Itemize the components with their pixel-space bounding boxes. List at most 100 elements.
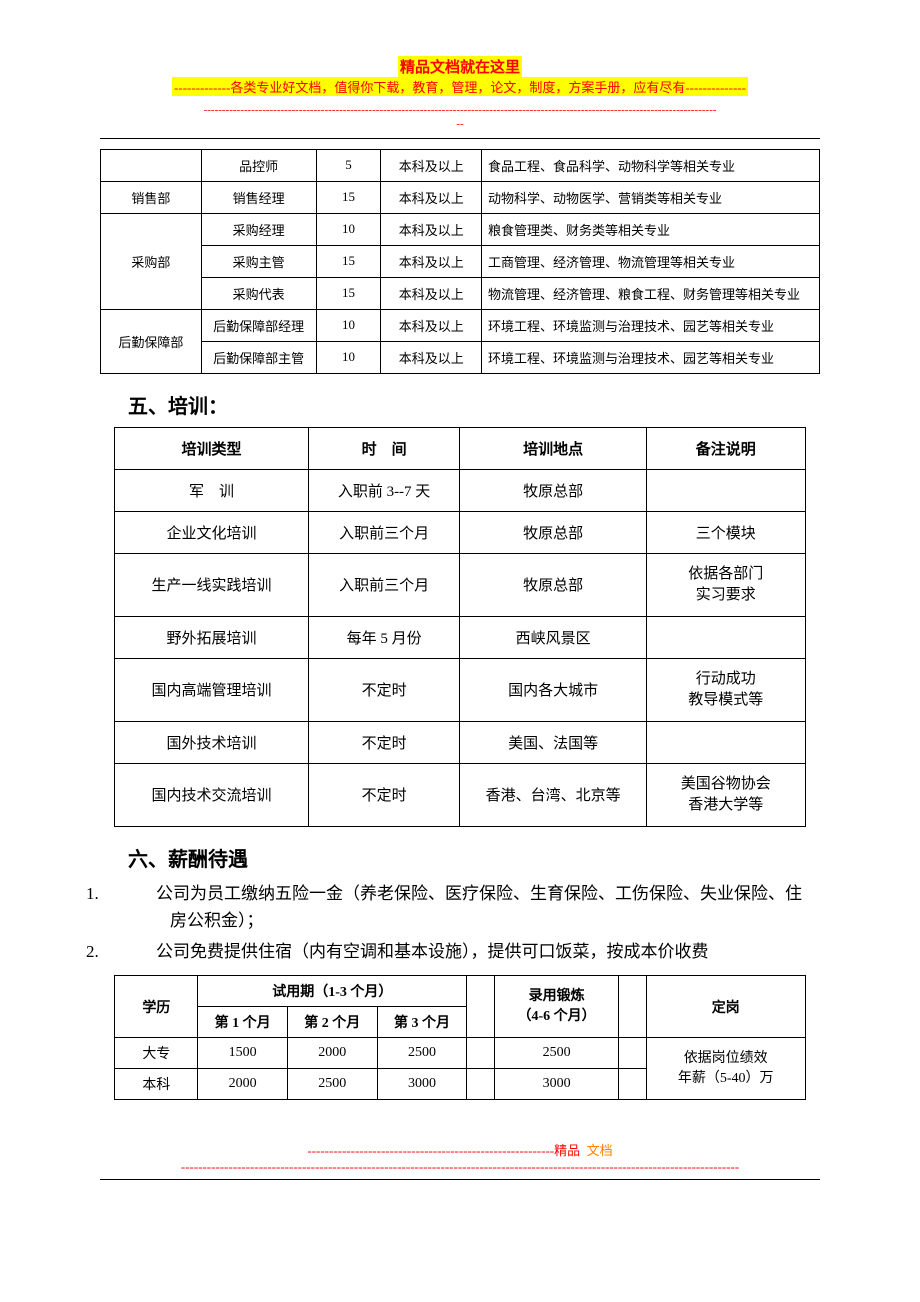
cell: 牧原总部: [460, 553, 646, 616]
cell: 入职前 3--7 天: [308, 469, 460, 511]
cell: 军 训: [115, 469, 308, 511]
cell: 企业文化培训: [115, 511, 308, 553]
footer-dashes: ----------------------------------------…: [307, 1143, 554, 1158]
gap-cell: [467, 1038, 495, 1069]
cell: 国外技术培训: [115, 721, 308, 763]
table-row: 品控师5本科及以上食品工程、食品科学、动物科学等相关专业: [101, 149, 820, 181]
cell: 15: [316, 181, 381, 213]
dept-cell: 后勤保障部: [101, 309, 202, 373]
cell: 牧原总部: [460, 511, 646, 553]
cell: 3000: [494, 1069, 618, 1100]
req-cell: 环境工程、环境监测与治理技术、园艺等相关专业: [482, 309, 820, 341]
cell: 不定时: [308, 721, 460, 763]
banner-subtitle: -------------各类专业好文档，值得你下载，教育，管理，论文，制度，方…: [172, 77, 748, 96]
th-probation: 试用期（1-3 个月）: [198, 976, 467, 1007]
table-row: 野外拓展培训每年 5 月份西峡风景区: [115, 616, 805, 658]
list-item: 2.公司免费提供住宿（内有空调和基本设施），提供可口饭菜，按成本价收费: [128, 938, 810, 965]
table-row: 采购部采购经理10本科及以上粮食管理类、财务类等相关专业: [101, 213, 820, 245]
table-row: 大专1500200025002500依据岗位绩效年薪（5-40）万: [115, 1038, 805, 1069]
table-row: 国外技术培训不定时美国、法国等: [115, 721, 805, 763]
req-cell: 动物科学、动物医学、营销类等相关专业: [482, 181, 820, 213]
positions-table: 品控师5本科及以上食品工程、食品科学、动物科学等相关专业销售部销售经理15本科及…: [100, 149, 820, 374]
cell: 本科及以上: [381, 277, 482, 309]
cell: 美国、法国等: [460, 721, 646, 763]
table-row: 国内高端管理培训不定时国内各大城市行动成功教导模式等: [115, 658, 805, 721]
table-row: 采购主管15本科及以上工商管理、经济管理、物流管理等相关专业: [101, 245, 820, 277]
cell: 国内高端管理培训: [115, 658, 308, 721]
gap-cell: [467, 1069, 495, 1100]
cell: 野外拓展培训: [115, 616, 308, 658]
req-cell: 环境工程、环境监测与治理技术、园艺等相关专业: [482, 341, 820, 373]
th-m3: 第 3 个月: [377, 1007, 467, 1038]
cell: 本科: [115, 1069, 198, 1100]
cell: 不定时: [308, 763, 460, 826]
section-6-heading: 六、薪酬待遇: [128, 843, 820, 872]
cell: 3000: [377, 1069, 467, 1100]
cell: 生产一线实践培训: [115, 553, 308, 616]
cell: 1500: [198, 1038, 288, 1069]
cell: 本科及以上: [381, 149, 482, 181]
cell: 三个模块: [646, 511, 805, 553]
fixed-note-cell: 依据岗位绩效年薪（5-40）万: [646, 1038, 805, 1100]
cell: 牧原总部: [460, 469, 646, 511]
req-cell: 工商管理、经济管理、物流管理等相关专业: [482, 245, 820, 277]
dept-cell: 采购部: [101, 213, 202, 309]
table-row: 企业文化培训入职前三个月牧原总部三个模块: [115, 511, 805, 553]
header-rule: [100, 138, 820, 139]
cell: 5: [316, 149, 381, 181]
th-m2: 第 2 个月: [287, 1007, 377, 1038]
cell: 国内各大城市: [460, 658, 646, 721]
table-row: 销售部销售经理15本科及以上动物科学、动物医学、营销类等相关专业: [101, 181, 820, 213]
cell: [646, 469, 805, 511]
col-header: 备注说明: [646, 427, 805, 469]
cell: 10: [316, 213, 381, 245]
cell: 采购主管: [201, 245, 316, 277]
gap-col: [467, 976, 495, 1038]
top-dashes: ----------------------------------------…: [100, 103, 820, 132]
cell: 2000: [198, 1069, 288, 1100]
table-row: 军 训入职前 3--7 天牧原总部: [115, 469, 805, 511]
th-fixed: 定岗: [646, 976, 805, 1038]
th-edu: 学历: [115, 976, 198, 1038]
cell: 本科及以上: [381, 245, 482, 277]
table-row: 采购代表15本科及以上物流管理、经济管理、粮食工程、财务管理等相关专业: [101, 277, 820, 309]
cell: 2500: [287, 1069, 377, 1100]
list-item: 1.公司为员工缴纳五险一金（养老保险、医疗保险、生育保险、工伤保险、失业保险、住…: [128, 880, 810, 934]
cell: 不定时: [308, 658, 460, 721]
req-cell: 粮食管理类、财务类等相关专业: [482, 213, 820, 245]
salary-table: 学历 试用期（1-3 个月） 录用锻炼（4-6 个月） 定岗 第 1 个月 第 …: [114, 975, 805, 1100]
footer-dashes-2: ----------------------------------------…: [100, 1159, 820, 1175]
col-header: 培训类型: [115, 427, 308, 469]
gap-col: [619, 976, 647, 1038]
cell: 2000: [287, 1038, 377, 1069]
col-header: 培训地点: [460, 427, 646, 469]
req-cell: 食品工程、食品科学、动物科学等相关专业: [482, 149, 820, 181]
cell: 后勤保障部经理: [201, 309, 316, 341]
cell: [646, 721, 805, 763]
cell: 2500: [377, 1038, 467, 1069]
cell: 国内技术交流培训: [115, 763, 308, 826]
gap-cell: [619, 1038, 647, 1069]
cell: 品控师: [201, 149, 316, 181]
req-cell: 物流管理、经济管理、粮食工程、财务管理等相关专业: [482, 277, 820, 309]
table-row: 后勤保障部后勤保障部经理10本科及以上环境工程、环境监测与治理技术、园艺等相关专…: [101, 309, 820, 341]
section-5-heading: 五、培训：: [128, 390, 820, 419]
cell: 2500: [494, 1038, 618, 1069]
cell: 行动成功教导模式等: [646, 658, 805, 721]
cell: 每年 5 月份: [308, 616, 460, 658]
cell: 销售经理: [201, 181, 316, 213]
cell: 本科及以上: [381, 309, 482, 341]
table-row: 生产一线实践培训入职前三个月牧原总部依据各部门实习要求: [115, 553, 805, 616]
th-training: 录用锻炼（4-6 个月）: [494, 976, 618, 1038]
cell: 大专: [115, 1038, 198, 1069]
footer-label-b: 文档: [587, 1143, 613, 1158]
footer-label-a: 精品: [554, 1143, 580, 1158]
gap-cell: [619, 1069, 647, 1100]
cell: 西峡风景区: [460, 616, 646, 658]
table-row: 国内技术交流培训不定时香港、台湾、北京等美国谷物协会香港大学等: [115, 763, 805, 826]
training-table: 培训类型时 间培训地点备注说明 军 训入职前 3--7 天牧原总部企业文化培训入…: [114, 427, 805, 827]
cell: 10: [316, 341, 381, 373]
th-m1: 第 1 个月: [198, 1007, 288, 1038]
cell: 美国谷物协会香港大学等: [646, 763, 805, 826]
cell: 本科及以上: [381, 341, 482, 373]
